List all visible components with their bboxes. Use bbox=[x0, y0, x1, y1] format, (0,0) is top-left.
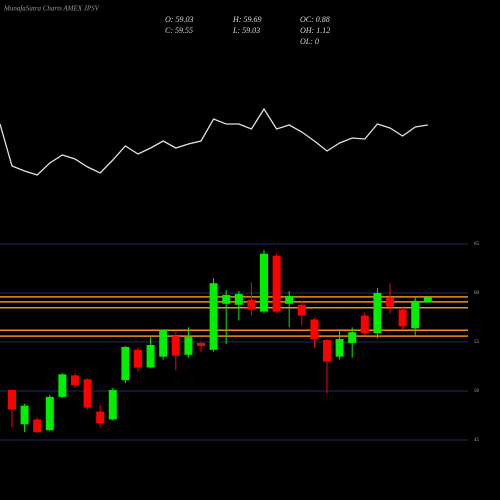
candle-body bbox=[234, 293, 243, 305]
candle-body bbox=[222, 294, 231, 304]
info-text: OH: 1.12 bbox=[300, 26, 330, 35]
candle-body bbox=[335, 339, 344, 357]
info-text: C: 59.55 bbox=[165, 26, 193, 35]
candle-body bbox=[146, 344, 155, 368]
candle-body bbox=[348, 332, 357, 343]
candle-body bbox=[247, 299, 256, 310]
info-text: OL: 0 bbox=[300, 37, 319, 46]
candle-body bbox=[184, 337, 193, 355]
candle-body bbox=[33, 419, 42, 433]
candle-body bbox=[71, 375, 79, 386]
candle-body bbox=[360, 315, 369, 334]
candle-body bbox=[96, 411, 105, 424]
candle-body bbox=[260, 253, 268, 312]
candle-body bbox=[108, 390, 117, 420]
candle-body bbox=[411, 300, 420, 329]
y-tick-label: 50 bbox=[474, 389, 480, 394]
candle-body bbox=[58, 374, 67, 397]
info-text: H: 59.69 bbox=[232, 15, 261, 24]
candle-body bbox=[373, 293, 382, 334]
plot: 45 50 55 60 65 bbox=[0, 107, 480, 443]
y-tick-label: 45 bbox=[474, 438, 480, 443]
candle-body bbox=[20, 405, 29, 425]
info-text: OC: 0.88 bbox=[300, 15, 330, 24]
y-tick-label: 55 bbox=[474, 340, 480, 345]
chart-title: MunafaSutra Charts AMEX JPSV bbox=[3, 5, 100, 13]
candle-body bbox=[272, 255, 281, 312]
info-text: O: 59.03 bbox=[165, 15, 193, 24]
candle-body bbox=[209, 283, 218, 350]
candle-body bbox=[197, 342, 205, 346]
candle-body bbox=[297, 304, 306, 316]
candle-body bbox=[323, 340, 331, 362]
candle-body bbox=[386, 297, 394, 307]
candle-body bbox=[45, 396, 54, 431]
candle-body bbox=[171, 336, 180, 356]
candle-body bbox=[134, 349, 142, 368]
candle-body bbox=[398, 309, 407, 327]
info-text: L: 59.03 bbox=[232, 26, 260, 35]
candle-body bbox=[159, 330, 168, 357]
candle-body bbox=[285, 295, 294, 304]
candle-body bbox=[423, 297, 432, 303]
candle-body bbox=[83, 379, 92, 408]
y-tick-label: 65 bbox=[474, 242, 480, 247]
info-panel: O: 59.03 H: 59.69 OC: 0.88 C: 59.55 L: 59.03… bbox=[165, 15, 330, 46]
candle-body bbox=[310, 319, 319, 340]
y-tick-label: 60 bbox=[474, 291, 480, 296]
indicator-line bbox=[0, 107, 428, 176]
candle-body bbox=[121, 346, 130, 381]
candle-body bbox=[8, 390, 16, 410]
